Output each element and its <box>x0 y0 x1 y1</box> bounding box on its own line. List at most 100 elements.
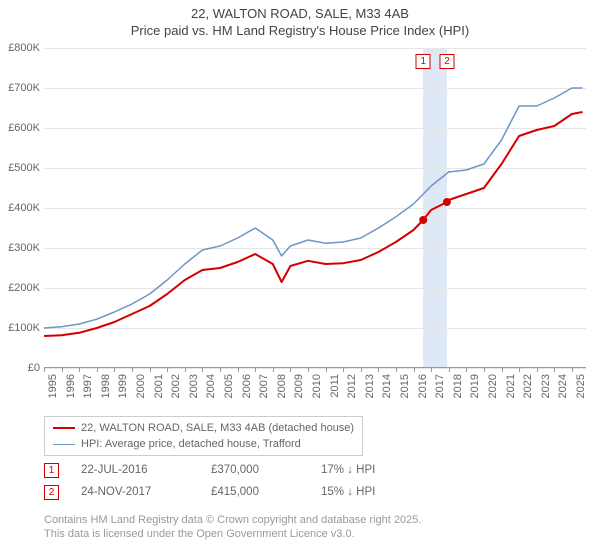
x-tick <box>396 368 397 372</box>
chart-titles: 22, WALTON ROAD, SALE, M33 4AB Price pai… <box>0 0 600 40</box>
y-axis-label: £800K <box>0 42 40 54</box>
x-tick <box>484 368 485 372</box>
x-tick <box>273 368 274 372</box>
transaction-hpi-delta: 15% ↓ HPI <box>321 486 431 498</box>
legend-row: 22, WALTON ROAD, SALE, M33 4AB (detached… <box>53 420 354 436</box>
chart-container: 22, WALTON ROAD, SALE, M33 4AB Price pai… <box>0 0 600 560</box>
x-axis-label: 2010 <box>311 374 323 398</box>
x-tick <box>449 368 450 372</box>
x-tick <box>378 368 379 372</box>
x-tick <box>572 368 573 372</box>
legend-swatch <box>53 444 75 445</box>
x-tick <box>185 368 186 372</box>
transaction-date: 24-NOV-2017 <box>81 486 211 498</box>
x-axis-labels: 1995 1996 1997 1998 1999 2000 2001 2002 2003 2004… <box>44 372 586 422</box>
x-axis-label: 2016 <box>417 374 429 398</box>
x-axis-label: 2006 <box>241 374 253 398</box>
x-axis-label: 2014 <box>381 374 393 398</box>
x-axis-label: 2004 <box>205 374 217 398</box>
x-axis-label: 2011 <box>329 374 341 398</box>
x-tick <box>97 368 98 372</box>
x-axis-label: 2003 <box>188 374 200 398</box>
x-tick <box>44 368 45 372</box>
x-tick <box>343 368 344 372</box>
x-axis-label: 2005 <box>223 374 235 398</box>
x-tick <box>361 368 362 372</box>
x-axis-label: 2017 <box>434 374 446 398</box>
x-axis-label: 2012 <box>346 374 358 398</box>
x-tick <box>290 368 291 372</box>
x-axis-label: 2020 <box>487 374 499 398</box>
x-axis-label: 2007 <box>258 374 270 398</box>
title-line-1: 22, WALTON ROAD, SALE, M33 4AB <box>0 6 600 23</box>
legend-row: HPI: Average price, detached house, Traf… <box>53 436 354 452</box>
x-axis-label: 2013 <box>364 374 376 398</box>
x-tick <box>502 368 503 372</box>
y-gridline <box>44 368 586 369</box>
x-axis-label: 2002 <box>170 374 182 398</box>
x-axis-label: 2000 <box>135 374 147 398</box>
transaction-point <box>419 216 427 224</box>
transaction-row: 1 22-JUL-2016£370,00017% ↓ HPI <box>44 459 431 481</box>
x-tick <box>308 368 309 372</box>
x-tick <box>554 368 555 372</box>
x-tick <box>466 368 467 372</box>
series-line <box>44 112 583 336</box>
x-tick <box>238 368 239 372</box>
y-axis-label: £100K <box>0 322 40 334</box>
series-line <box>44 88 583 328</box>
x-tick <box>150 368 151 372</box>
legend-label: 22, WALTON ROAD, SALE, M33 4AB (detached… <box>81 422 354 434</box>
x-tick <box>220 368 221 372</box>
y-axis-label: £600K <box>0 122 40 134</box>
transaction-marker: 1 <box>416 54 431 69</box>
y-axis-label: £500K <box>0 162 40 174</box>
x-tick <box>255 368 256 372</box>
footer-attribution: Contains HM Land Registry data © Crown c… <box>44 514 421 542</box>
x-tick <box>431 368 432 372</box>
x-axis-label: 1995 <box>47 374 59 398</box>
title-line-2: Price paid vs. HM Land Registry's House … <box>0 23 600 40</box>
transaction-row: 2 24-NOV-2017£415,00015% ↓ HPI <box>44 481 431 503</box>
x-axis-label: 2018 <box>452 374 464 398</box>
x-tick <box>414 368 415 372</box>
x-axis-label: 1998 <box>100 374 112 398</box>
transaction-date: 22-JUL-2016 <box>81 464 211 476</box>
transaction-price: £370,000 <box>211 464 321 476</box>
legend: 22, WALTON ROAD, SALE, M33 4AB (detached… <box>44 416 363 456</box>
x-tick <box>79 368 80 372</box>
x-axis-label: 1996 <box>65 374 77 398</box>
transaction-table: 1 22-JUL-2016£370,00017% ↓ HPI 2 24-NOV-201… <box>44 459 431 503</box>
y-axis-label: £400K <box>0 202 40 214</box>
x-axis-label: 2015 <box>399 374 411 398</box>
y-axis-label: £300K <box>0 242 40 254</box>
y-axis-label: £0 <box>0 362 40 374</box>
transaction-number-icon: 1 <box>44 463 59 478</box>
transaction-number-icon: 2 <box>44 485 59 500</box>
x-axis-label: 2021 <box>505 374 517 398</box>
x-tick <box>114 368 115 372</box>
transaction-price: £415,000 <box>211 486 321 498</box>
x-axis-label: 1999 <box>117 374 129 398</box>
x-axis-label: 2025 <box>575 374 587 398</box>
x-axis-label: 2001 <box>153 374 165 398</box>
y-axis-label: £200K <box>0 282 40 294</box>
x-tick <box>537 368 538 372</box>
x-tick <box>132 368 133 372</box>
x-axis-label: 2023 <box>540 374 552 398</box>
line-series-svg <box>44 48 586 368</box>
x-axis-label: 2022 <box>522 374 534 398</box>
transaction-marker: 2 <box>439 54 454 69</box>
x-tick <box>519 368 520 372</box>
plot-area: £0£100K£200K£300K£400K£500K£600K£700K£80… <box>44 48 586 368</box>
footer-line-1: Contains HM Land Registry data © Crown c… <box>44 514 421 528</box>
x-axis-label: 2008 <box>276 374 288 398</box>
legend-label: HPI: Average price, detached house, Traf… <box>81 438 301 450</box>
x-axis-label: 2009 <box>293 374 305 398</box>
x-axis-label: 1997 <box>82 374 94 398</box>
x-tick <box>202 368 203 372</box>
y-axis-label: £700K <box>0 82 40 94</box>
x-axis-label: 2024 <box>557 374 569 398</box>
x-axis-label: 2019 <box>469 374 481 398</box>
transaction-hpi-delta: 17% ↓ HPI <box>321 464 431 476</box>
